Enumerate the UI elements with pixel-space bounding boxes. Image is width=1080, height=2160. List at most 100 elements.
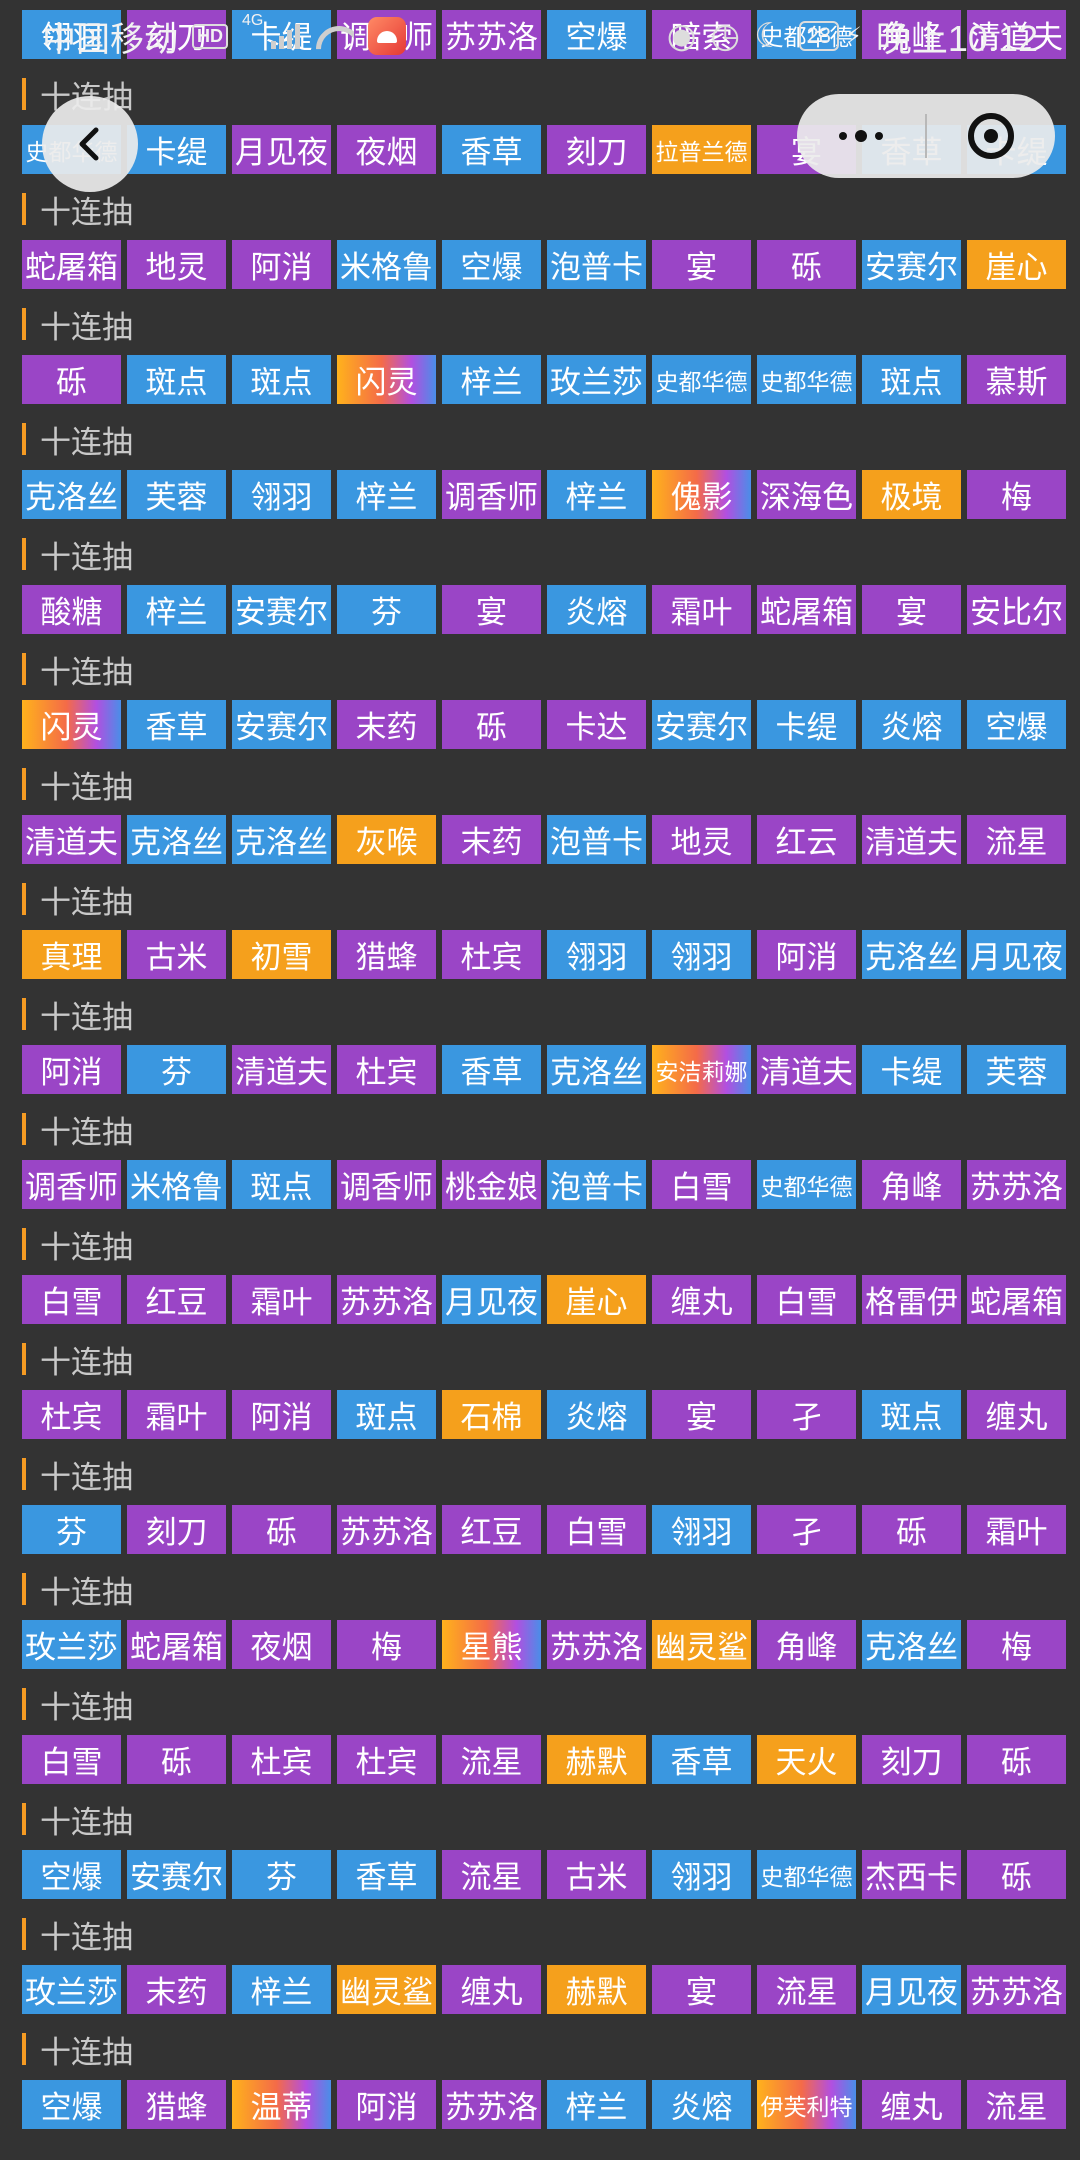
pull-header: 十连抽 [22, 1225, 1080, 1265]
operator-tag: 阿消 [232, 240, 331, 289]
operator-tag: 末药 [127, 1965, 226, 2014]
operator-tag: 红豆 [442, 1505, 541, 1554]
operator-tag: 苏苏洛 [547, 1620, 646, 1669]
pull-header: 十连抽 [22, 650, 1080, 690]
operator-tag: 缠丸 [967, 1390, 1066, 1439]
status-bar: 中国移动 HD 4G ◉ ◷ ☾ 28 ⚡ 晚上10:12 [0, 0, 1080, 72]
operator-tag: 史都华德 [757, 1850, 856, 1899]
operator-tag: 夜烟 [337, 125, 436, 174]
operator-tag: 清道夫 [232, 1045, 331, 1094]
operator-tag: 芙蓉 [127, 470, 226, 519]
operator-tag: 慕斯 [967, 355, 1066, 404]
operator-row: 阿消芬清道夫 杜宾 香草 克洛丝 安洁莉娜 清道夫 卡缇 芙蓉 [22, 1045, 1066, 1094]
operator-tag: 清道夫 [967, 10, 1066, 59]
pull-header: 十连抽 [22, 1340, 1080, 1380]
operator-row: 蛇屠箱 地灵 阿消 米格鲁 空爆 泡普卡宴砾安赛尔 崖心 [22, 240, 1066, 289]
operator-tag: 梅 [967, 1620, 1066, 1669]
accent-bar [22, 538, 26, 570]
operator-tag: 安赛尔 [232, 700, 331, 749]
operator-tag: 梅 [337, 1620, 436, 1669]
operator-row: 酸糖 梓兰 安赛尔芬宴炎熔 霜叶 蛇屠箱宴安比尔 [22, 585, 1066, 634]
operator-tag: 米格鲁 [127, 1160, 226, 1209]
close-button[interactable] [927, 94, 1055, 178]
operator-tag: 杜宾 [337, 1045, 436, 1094]
pull-record: 十连抽 真理 古米 初雪 猎蜂 杜宾 翎羽 翎羽 阿消 克洛丝 月见夜 [0, 880, 1080, 988]
operator-tag: 翎羽 [22, 10, 121, 59]
operator-tag: 孑 [757, 1390, 856, 1439]
moon-icon: ☾ [754, 17, 785, 55]
pull-header: 十连抽 [22, 420, 1080, 460]
operator-row: 闪灵 香草 安赛尔 末药砾卡达 安赛尔 卡缇 炎熔 空爆 [22, 700, 1066, 749]
operator-tag: 香草 [652, 1735, 751, 1784]
operator-tag: 地灵 [127, 240, 226, 289]
operator-tag: 月见夜 [967, 930, 1066, 979]
operator-tag: 玫兰莎 [22, 1965, 121, 2014]
operator-tag: 温蒂 [232, 2080, 331, 2129]
pull-record: 十连抽 玫兰莎 蛇屠箱 夜烟梅星熊 苏苏洛 幽灵鲨 角峰 克洛丝梅 [0, 1570, 1080, 1678]
operator-tag: 角峰 [862, 10, 961, 59]
operator-tag: 泡普卡 [547, 1160, 646, 1209]
operator-tag: 猎蜂 [127, 2080, 226, 2129]
operator-tag: 翎羽 [232, 470, 331, 519]
status-left: 中国移动 HD 4G [42, 12, 407, 61]
operator-tag: 白雪 [547, 1505, 646, 1554]
operator-tag: 芙蓉 [967, 1045, 1066, 1094]
carrier-label: 中国移动 [42, 20, 178, 59]
accent-bar [22, 2033, 26, 2065]
operator-tag: 赫默 [547, 1965, 646, 2014]
back-button[interactable] [42, 96, 138, 192]
accent-bar [22, 423, 26, 455]
operator-tag: 芬 [22, 1505, 121, 1554]
operator-tag: 斑点 [862, 1390, 961, 1439]
pull-header: 十连抽 [22, 1915, 1080, 1955]
operator-row: 砾斑点 斑点 闪灵 梓兰 玫兰莎 史都华德 史都华德 斑点 慕斯 [22, 355, 1066, 404]
operator-row: 白雪砾杜宾 杜宾 流星 赫默 香草 天火 刻刀砾 [22, 1735, 1066, 1784]
operator-tag: 调香师 [22, 1160, 121, 1209]
operator-tag: 泡普卡 [547, 240, 646, 289]
operator-row: 空爆 猎蜂 温蒂 阿消 苏苏洛 梓兰 炎熔 伊芙利特 缠丸 流星 [22, 2080, 1066, 2129]
operator-tag: 缠丸 [652, 1275, 751, 1324]
operator-tag: 香草 [442, 1045, 541, 1094]
operator-tag: 砾 [442, 700, 541, 749]
operator-tag: 闪灵 [22, 700, 121, 749]
pull-record: 十连抽 闪灵 香草 安赛尔 末药砾卡达 安赛尔 卡缇 炎熔 空爆 [0, 650, 1080, 758]
operator-row: 白雪 红豆 霜叶 苏苏洛 月见夜 崖心 缠丸 白雪 格雷伊 蛇屠箱 [22, 1275, 1066, 1324]
pull-record: 十连抽 空爆 猎蜂 温蒂 阿消 苏苏洛 梓兰 炎熔 伊芙利特 缠丸 流星 [0, 2030, 1080, 2138]
operator-tag: 梓兰 [547, 2080, 646, 2129]
operator-tag: 炎熔 [652, 2080, 751, 2129]
pull-header: 十连抽 [22, 535, 1080, 575]
operator-tag: 阿消 [232, 1390, 331, 1439]
pull-record: 十连抽 阿消芬清道夫 杜宾 香草 克洛丝 安洁莉娜 清道夫 卡缇 芙蓉 [0, 995, 1080, 1103]
operator-tag: 赫默 [547, 1735, 646, 1784]
operator-tag: 古米 [127, 930, 226, 979]
operator-tag: 克洛丝 [22, 470, 121, 519]
operator-tag: 月见夜 [442, 1275, 541, 1324]
pull-title: 十连抽 [40, 309, 133, 345]
target-close-icon [968, 113, 1014, 159]
operator-tag: 史都华德 [757, 1160, 856, 1209]
pull-record: 十连抽 玫兰莎 末药 梓兰 幽灵鲨 缠丸 赫默宴流星 月见夜 苏苏洛 [0, 1915, 1080, 2023]
operator-tag: 宴 [442, 585, 541, 634]
operator-tag: 卡缇 [757, 700, 856, 749]
operator-tag: 白雪 [22, 1275, 121, 1324]
operator-tag: 月见夜 [232, 125, 331, 174]
operator-tag: 斑点 [232, 1160, 331, 1209]
pull-header: 十连抽 [22, 190, 1080, 230]
operator-tag: 空爆 [442, 240, 541, 289]
operator-tag: 空爆 [22, 2080, 121, 2129]
operator-tag: 梓兰 [337, 470, 436, 519]
operator-tag: 克洛丝 [232, 815, 331, 864]
hd-badge: HD [192, 23, 228, 49]
pull-header: 十连抽 [22, 305, 1080, 345]
operator-tag: 白雪 [22, 1735, 121, 1784]
operator-tag: 杜宾 [22, 1390, 121, 1439]
operator-tag: 砾 [967, 1850, 1066, 1899]
operator-tag: 清道夫 [862, 815, 961, 864]
operator-tag: 砾 [232, 1505, 331, 1554]
operator-tag: 空爆 [22, 1850, 121, 1899]
operator-tag: 香草 [337, 1850, 436, 1899]
pull-header: 十连抽 [22, 1455, 1080, 1495]
more-button[interactable] [797, 94, 925, 178]
pull-title: 十连抽 [40, 539, 133, 575]
operator-tag: 阿消 [22, 1045, 121, 1094]
